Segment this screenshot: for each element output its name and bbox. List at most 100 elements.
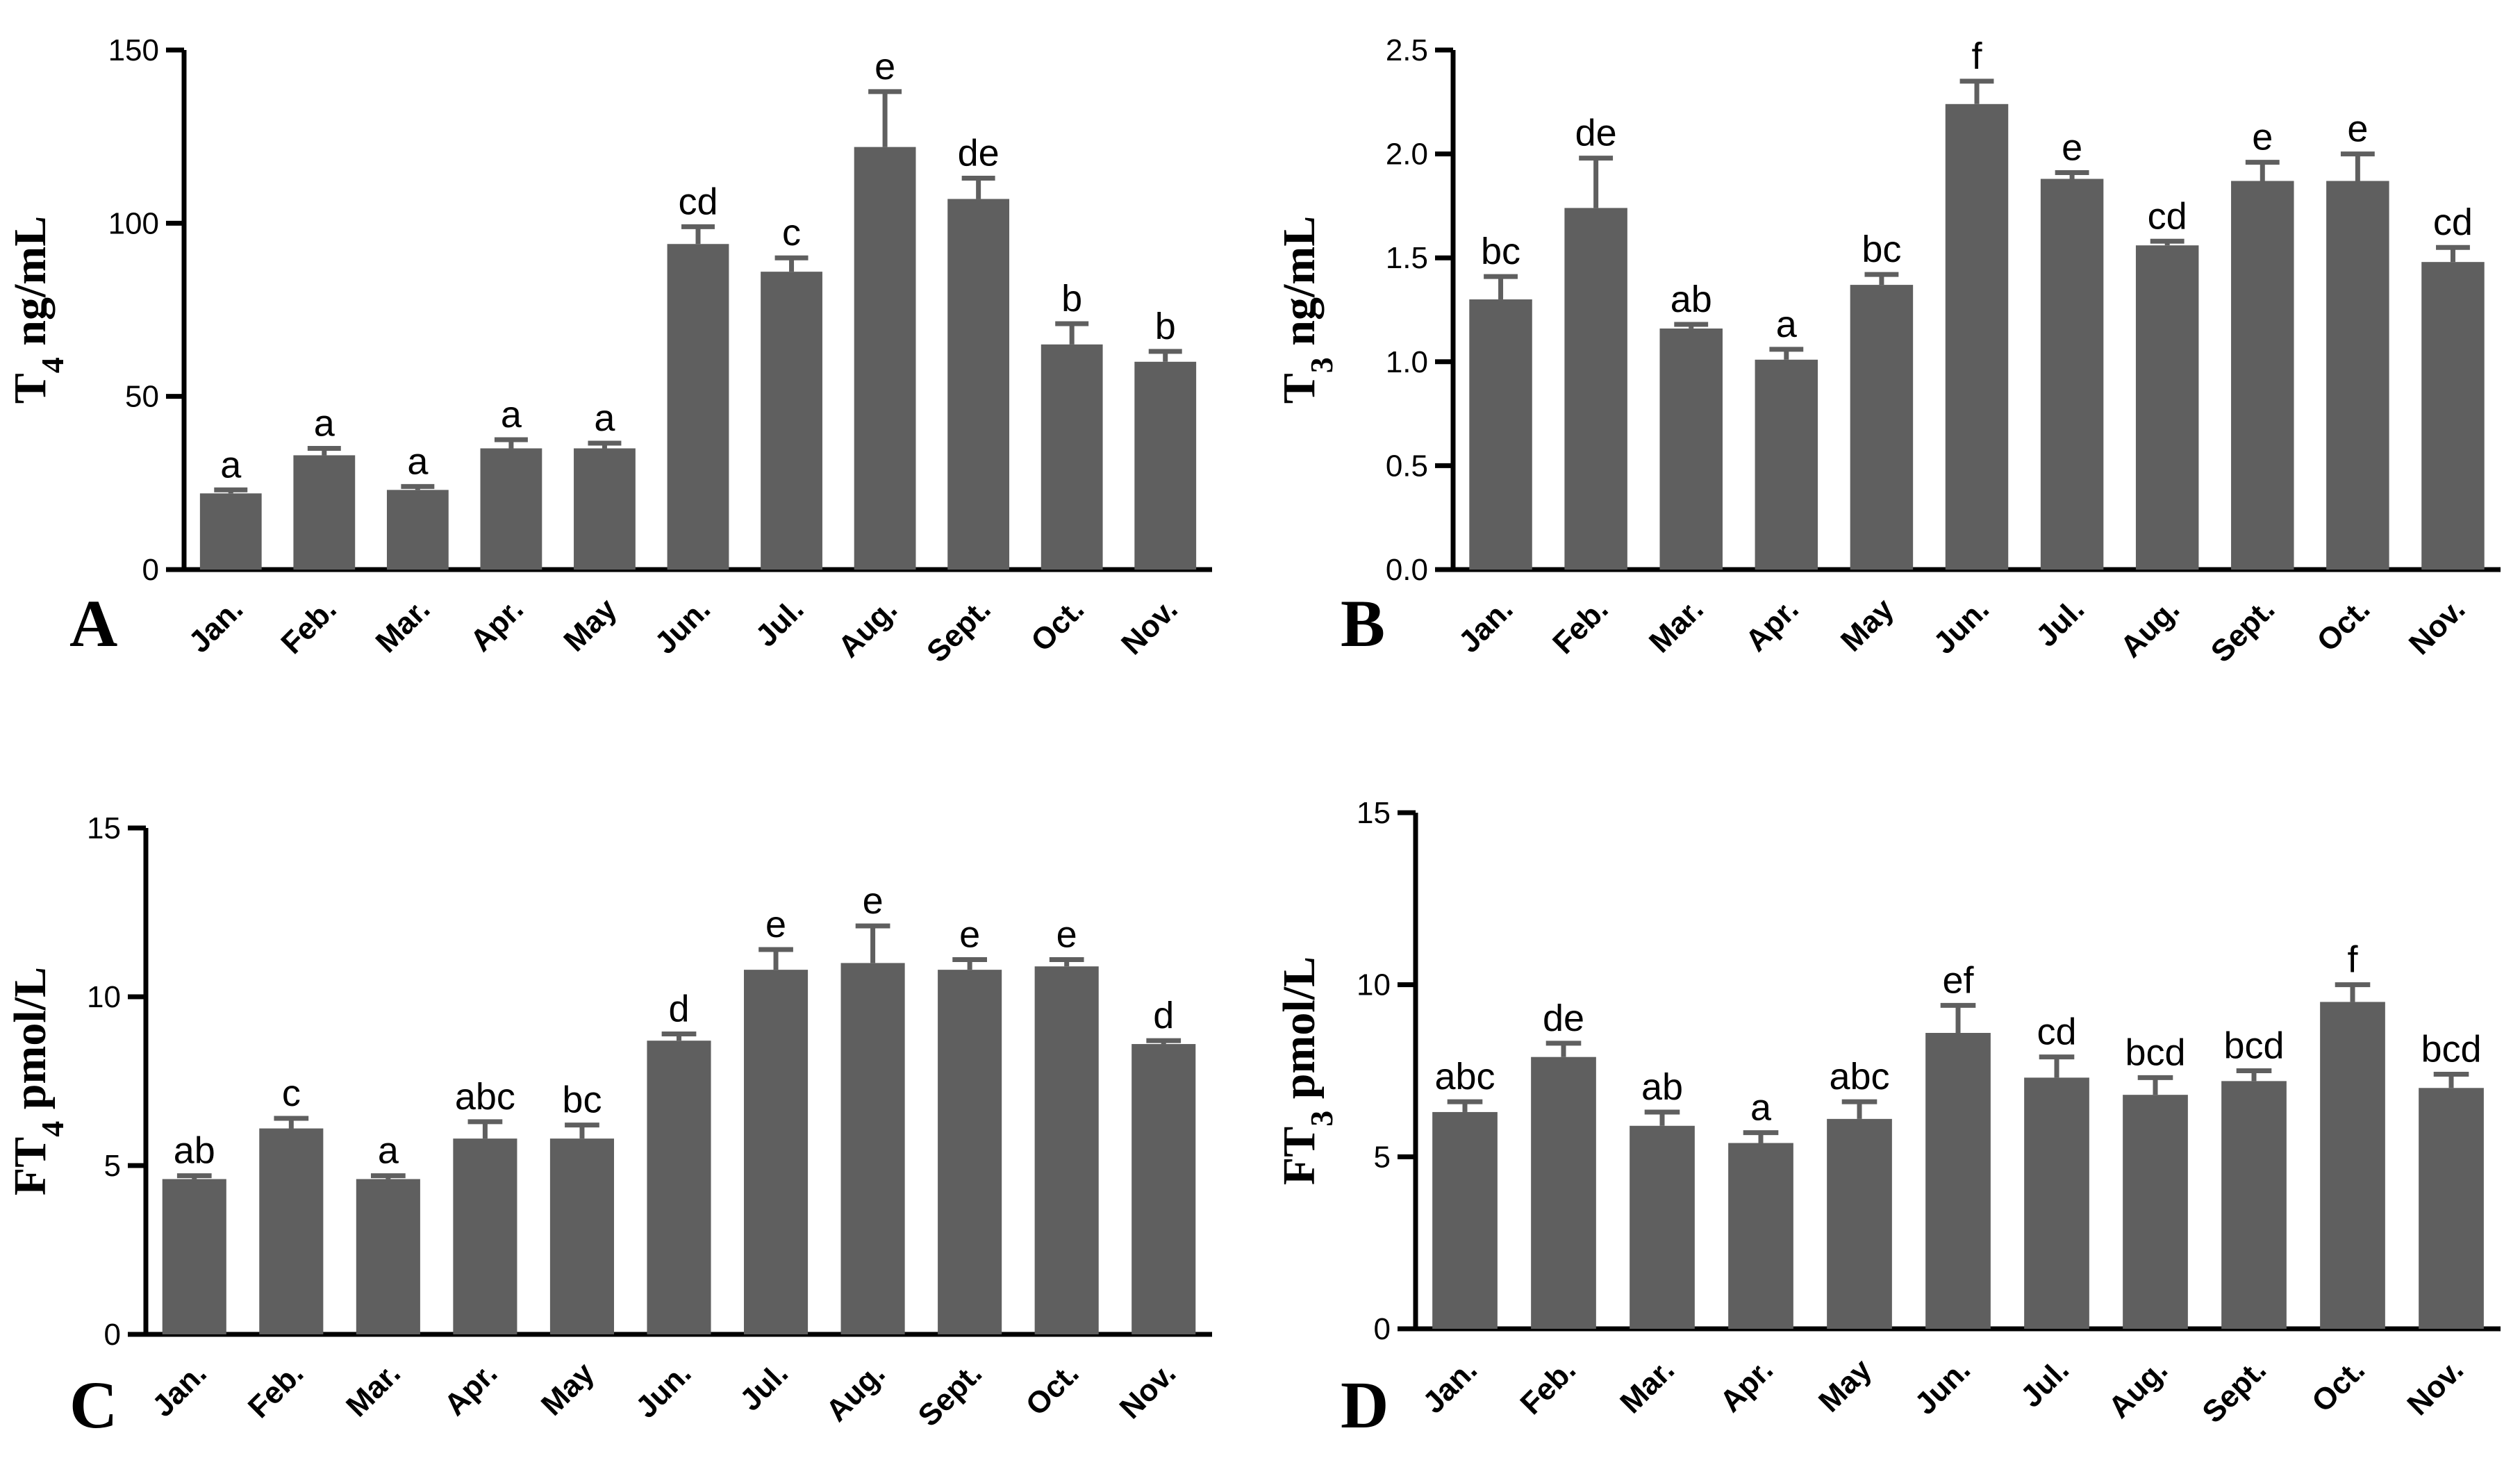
x-tick-label: Apr.: [1714, 1352, 1780, 1418]
bar-aug: [840, 963, 905, 1334]
significance-label: e: [2347, 108, 2368, 150]
significance-label: c: [282, 1072, 301, 1114]
bar-jan: [1469, 299, 1532, 570]
bar-apr: [453, 1138, 517, 1334]
x-tick-label: Aug.: [831, 592, 904, 664]
significance-label: ab: [174, 1130, 215, 1172]
bar-may: [1827, 1118, 1892, 1329]
bar-aug: [2135, 245, 2199, 570]
x-tick-label: May: [1812, 1352, 1879, 1419]
significance-label: e: [2252, 117, 2273, 158]
significance-label: a: [220, 444, 242, 486]
significance-label: e: [2062, 127, 2082, 169]
x-tick-label: Jul.: [2014, 1352, 2075, 1414]
bar-oct: [2320, 1002, 2385, 1329]
panel-letter: B: [1341, 586, 1385, 661]
bar-feb: [1531, 1057, 1596, 1329]
significance-label: e: [874, 46, 895, 88]
significance-label: a: [378, 1130, 399, 1172]
significance-label: abc: [455, 1076, 515, 1118]
y-tick-label: 0: [1374, 1312, 1391, 1346]
y-tick-label: 50: [125, 380, 159, 414]
x-tick-label: May: [535, 1356, 602, 1423]
significance-label: d: [668, 988, 689, 1029]
x-tick-label: Nov.: [2401, 1352, 2470, 1422]
y-tick-label: 100: [108, 206, 159, 240]
significance-label: b: [1155, 306, 1176, 347]
bar-nov: [2419, 1088, 2484, 1329]
x-tick-label: Nov.: [2403, 592, 2472, 661]
x-tick-label: Feb.: [274, 592, 343, 661]
x-tick-label: Jun.: [629, 1356, 698, 1425]
bar-feb: [293, 455, 356, 570]
significance-label: cd: [2148, 195, 2187, 237]
x-tick-label: Feb.: [242, 1356, 310, 1425]
x-tick-label: Apr.: [1739, 592, 1805, 658]
y-tick-label: 15: [87, 811, 121, 845]
significance-label: e: [959, 914, 980, 956]
chart-panel-b: 0.0 0.5 1.0 1.5 2.0 2.5 bc Jan. de Feb. ab Mar. a Apr…: [1274, 33, 2501, 669]
bar-jun: [647, 1041, 711, 1334]
y-axis-title: T4 ng/mL: [5, 216, 70, 404]
y-axis-title-subscript: 4: [35, 357, 70, 373]
significance-label: de: [1543, 997, 1584, 1039]
bar-feb: [1564, 208, 1627, 570]
y-tick-label: 0.5: [1386, 449, 1428, 483]
x-tick-label: Oct.: [1020, 1356, 1086, 1422]
x-tick-label: Jul.: [2030, 592, 2091, 653]
bar-jan: [1432, 1111, 1498, 1329]
panel-letter: A: [69, 586, 117, 661]
x-tick-label: Sept.: [920, 592, 997, 669]
x-tick-label: Sept.: [2196, 1352, 2273, 1430]
x-tick-label: Oct.: [2310, 592, 2376, 658]
bar-apr: [1728, 1143, 1793, 1329]
x-tick-label: Mar.: [340, 1356, 407, 1423]
y-tick-label: 1.0: [1386, 345, 1428, 379]
x-tick-label: Jul.: [733, 1356, 795, 1417]
significance-label: a: [314, 402, 335, 444]
bar-sept: [947, 199, 1010, 570]
y-tick-label: 0: [104, 1318, 121, 1352]
significance-label: bcd: [2223, 1025, 2284, 1067]
y-tick-label: 1.5: [1386, 241, 1428, 275]
bar-apr: [1755, 359, 1818, 570]
y-tick-label: 150: [108, 33, 159, 67]
x-tick-label: May: [557, 592, 624, 658]
bar-jun: [1945, 103, 2009, 570]
x-tick-label: Apr.: [438, 1356, 504, 1422]
y-axis-title: FT3 pmol/L: [1274, 956, 1339, 1185]
bar-oct: [1041, 344, 1103, 570]
significance-label: f: [1971, 35, 1982, 77]
x-tick-label: Jan.: [182, 592, 249, 659]
y-axis-title-suffix: pmol/L: [1274, 956, 1325, 1111]
significance-label: bc: [1481, 231, 1520, 272]
significance-label: ab: [1671, 279, 1712, 320]
y-tick-label: 0.0: [1386, 553, 1428, 587]
x-tick-label: Apr.: [464, 592, 530, 658]
bar-jun: [667, 244, 729, 570]
x-tick-label: Aug.: [820, 1356, 892, 1428]
significance-label: c: [782, 212, 801, 254]
x-tick-label: Jul.: [749, 592, 810, 653]
x-tick-label: Mar.: [1643, 592, 1710, 659]
bar-may: [1850, 285, 1914, 570]
y-axis-title-prefix: FT: [1274, 1127, 1325, 1185]
significance-label: abc: [1434, 1056, 1495, 1097]
significance-label: a: [501, 394, 522, 436]
significance-label: cd: [2433, 201, 2473, 243]
bar-mar: [356, 1179, 420, 1334]
bar-sept: [938, 970, 1002, 1334]
significance-label: de: [958, 133, 1000, 174]
chart-panel-d: 0 5 10 15 abc Jan. de Feb. ab Mar. a Apr. abc May ef Ju…: [1274, 796, 2501, 1442]
significance-label: bcd: [2421, 1028, 2481, 1070]
significance-label: a: [1776, 304, 1798, 345]
x-tick-label: Jan.: [146, 1356, 213, 1423]
y-tick-label: 0: [142, 553, 159, 587]
bar-nov: [1131, 1044, 1196, 1334]
y-axis-title-prefix: T: [5, 373, 56, 404]
y-tick-label: 2.0: [1386, 138, 1428, 172]
significance-label: e: [765, 904, 786, 945]
bar-aug: [2123, 1095, 2188, 1329]
significance-label: bc: [562, 1079, 602, 1121]
